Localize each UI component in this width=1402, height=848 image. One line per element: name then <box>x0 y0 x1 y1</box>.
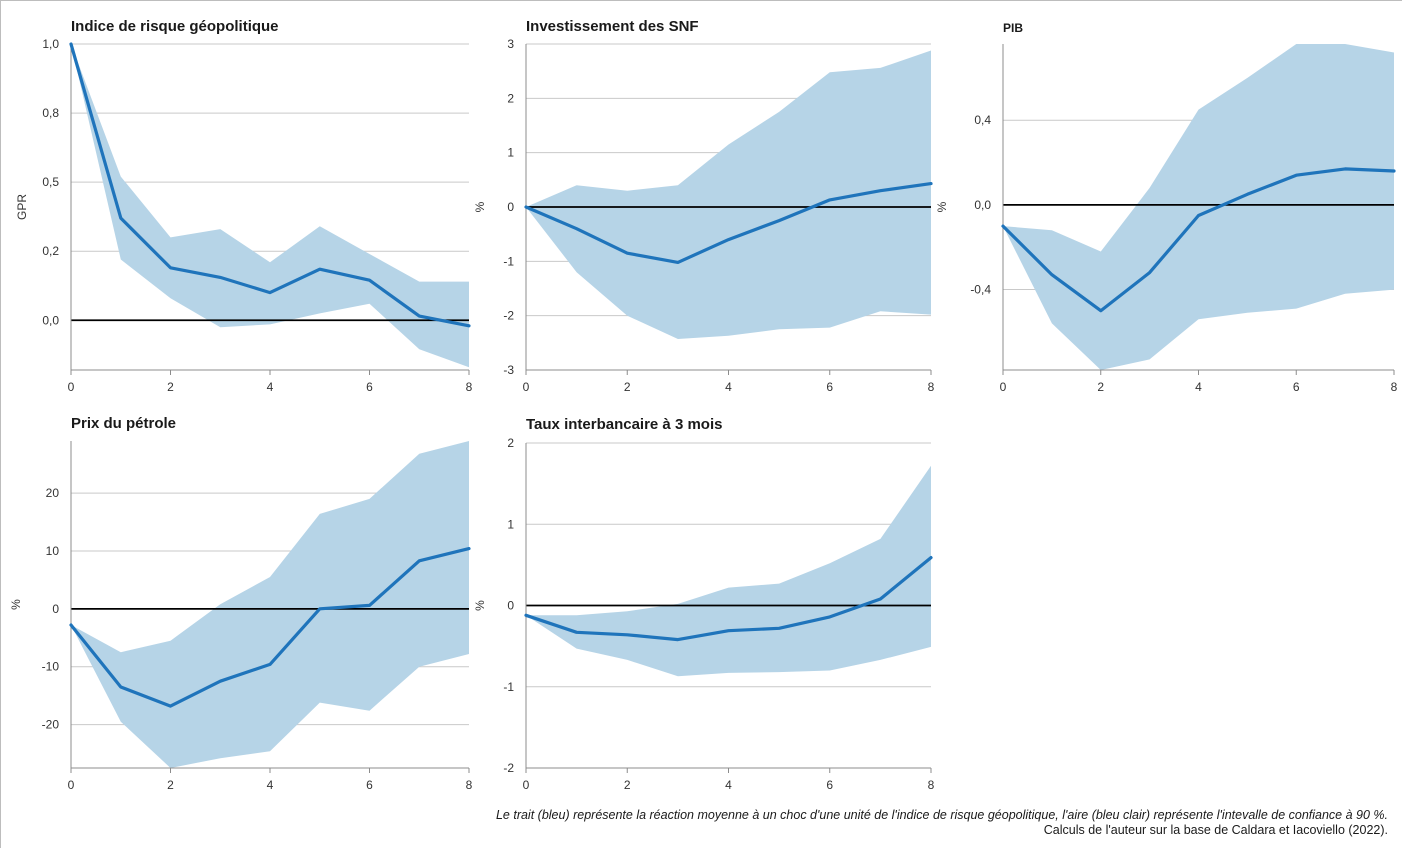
figure-notes: Le trait (bleu) représente la réaction m… <box>496 808 1388 838</box>
x-tick-label: 4 <box>725 778 732 792</box>
x-tick-label: 4 <box>1195 380 1202 394</box>
y-tick-label: -3 <box>503 363 514 377</box>
x-tick-label: 0 <box>523 380 530 394</box>
x-tick-label: 2 <box>167 380 174 394</box>
y-tick-label: 0,5 <box>42 175 59 189</box>
y-axis-label: % <box>473 201 487 212</box>
note-source: Calculs de l'auteur sur la base de Calda… <box>1043 823 1388 837</box>
x-tick-label: 8 <box>1391 380 1398 394</box>
panel-title: Investissement des SNF <box>526 18 699 35</box>
y-tick-label: 3 <box>507 37 514 51</box>
y-tick-label: 0,0 <box>974 198 991 212</box>
panel-title: PIB <box>1003 21 1023 35</box>
panel-title: Indice de risque géopolitique <box>71 18 279 35</box>
x-tick-label: 6 <box>826 778 833 792</box>
chart-panel-4: -20 -10 0 10 20 0 2 4 6 8 Prix du pétrole% <box>9 415 473 792</box>
mean-response-line <box>69 546 471 708</box>
x-tick-label: 6 <box>826 380 833 394</box>
y-tick-label: 0,0 <box>42 313 59 327</box>
x-tick-label: 4 <box>725 380 732 394</box>
y-axis-label: GPR <box>15 194 29 220</box>
x-tick-label: 0 <box>68 778 75 792</box>
x-tick-label: 4 <box>267 380 274 394</box>
mean-response-line <box>69 42 471 328</box>
y-tick-label: 0,4 <box>974 113 991 127</box>
chart-panel-3: -0,4 0,0 0,4 0 2 4 6 8 PIB% <box>935 21 1398 394</box>
y-tick-label: 1 <box>507 517 514 531</box>
y-tick-label: -2 <box>503 761 514 775</box>
y-tick-label: 0 <box>507 200 514 214</box>
x-tick-label: 8 <box>466 380 473 394</box>
y-tick-label: -0,4 <box>970 283 991 297</box>
y-tick-label: 0,8 <box>42 106 59 120</box>
y-tick-label: -1 <box>503 254 514 268</box>
y-tick-label: 2 <box>507 91 514 105</box>
x-tick-label: 8 <box>928 380 935 394</box>
confidence-band <box>71 441 469 768</box>
confidence-band <box>526 465 931 677</box>
y-tick-label: -1 <box>503 680 514 694</box>
chart-panel-2: -3 -2 -1 0 1 2 3 0 2 4 6 8 Investissement des SNF% <box>473 18 935 394</box>
x-tick-label: 8 <box>466 778 473 792</box>
x-tick-label: 2 <box>624 380 631 394</box>
y-tick-label: -2 <box>503 309 514 323</box>
y-tick-label: -20 <box>42 718 60 732</box>
y-tick-label: 1,0 <box>42 37 59 51</box>
x-tick-label: 4 <box>267 778 274 792</box>
x-tick-label: 0 <box>523 778 530 792</box>
mean-response-line <box>524 555 933 642</box>
confidence-band <box>1003 44 1394 370</box>
confidence-band <box>526 50 931 339</box>
x-tick-label: 0 <box>1000 380 1007 394</box>
y-axis-label: % <box>473 600 487 611</box>
x-tick-label: 2 <box>1097 380 1104 394</box>
x-tick-label: 6 <box>1293 380 1300 394</box>
note-caption: Le trait (bleu) représente la réaction m… <box>495 808 1388 822</box>
x-tick-label: 6 <box>366 380 373 394</box>
y-tick-label: -10 <box>42 660 60 674</box>
x-tick-label: 8 <box>928 778 935 792</box>
panel-title: Taux interbancaire à 3 mois <box>526 416 722 433</box>
y-tick-label: 1 <box>507 146 514 160</box>
mean-response-line <box>524 182 933 264</box>
chart-panel-5: -2 -1 0 1 2 0 2 4 6 8 Taux interbancaire à 3 mois% <box>473 416 935 792</box>
x-tick-label: 2 <box>167 778 174 792</box>
chart-panel-1: 0,0 0,2 0,5 0,8 1,0 0 2 4 6 8 Indice de risque géo… <box>15 18 473 394</box>
y-tick-label: 0,2 <box>42 244 59 258</box>
y-tick-label: 2 <box>507 436 514 450</box>
y-axis-label: % <box>935 201 949 212</box>
y-tick-label: 0 <box>507 599 514 613</box>
panel-title: Prix du pétrole <box>71 415 176 432</box>
x-tick-label: 0 <box>68 380 75 394</box>
y-tick-label: 20 <box>46 486 60 500</box>
y-tick-label: 0 <box>52 602 59 616</box>
y-axis-label: % <box>9 599 23 610</box>
confidence-band <box>71 44 469 368</box>
x-tick-label: 6 <box>366 778 373 792</box>
mean-response-line <box>1001 167 1396 313</box>
x-tick-label: 2 <box>624 778 631 792</box>
y-tick-label: 10 <box>46 544 60 558</box>
